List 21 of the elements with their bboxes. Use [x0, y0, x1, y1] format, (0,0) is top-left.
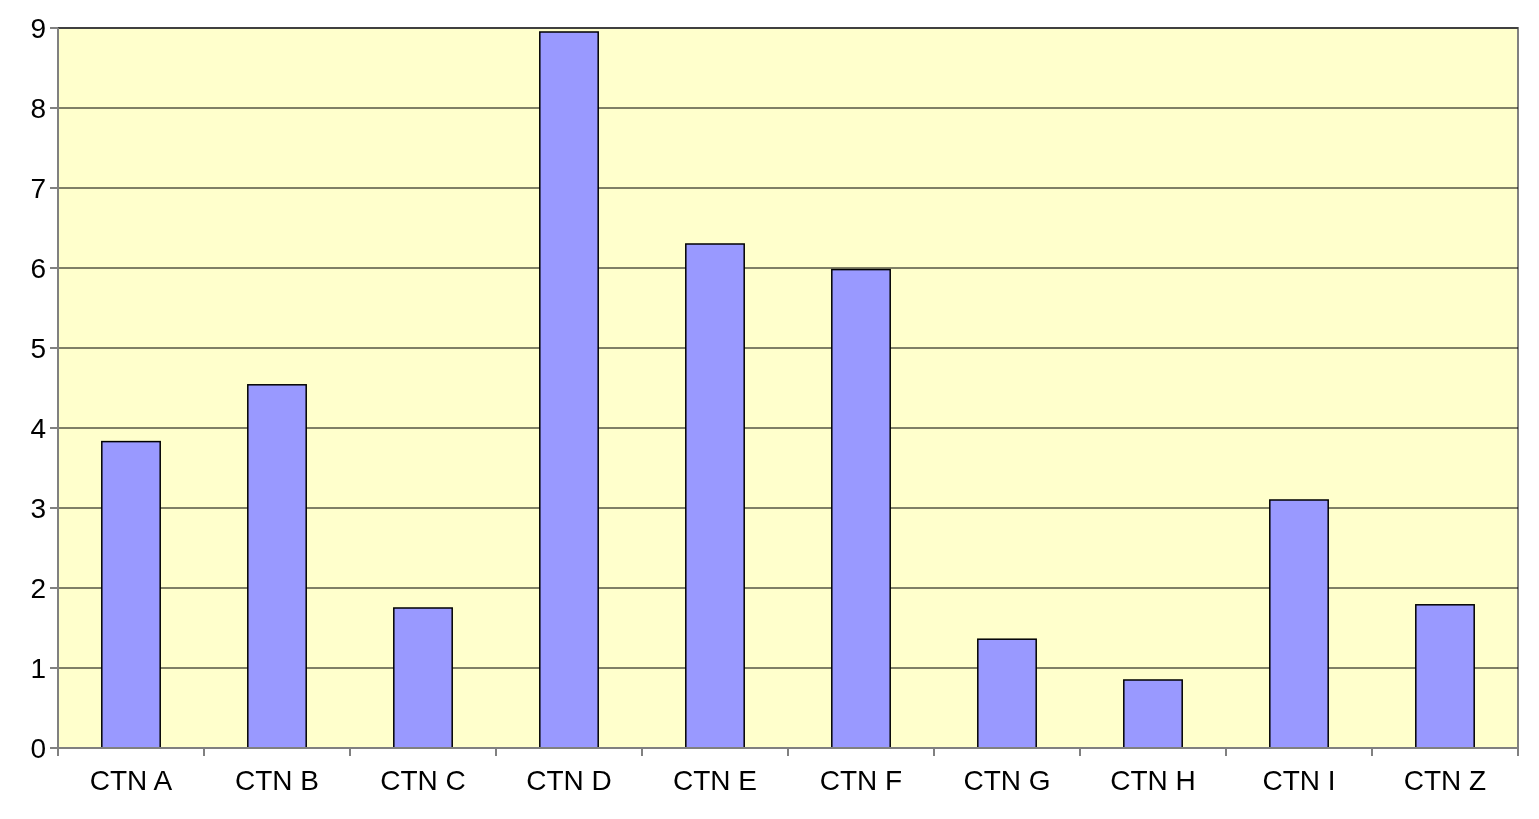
- y-tick-label: 9: [30, 12, 46, 44]
- y-tick-label: 7: [30, 172, 46, 204]
- y-tick-label: 3: [30, 492, 46, 524]
- x-tick-label: CTN B: [235, 765, 319, 796]
- y-tick-label: 1: [30, 652, 46, 684]
- x-tick-label: CTN I: [1262, 765, 1336, 796]
- x-tick-label: CTN Z: [1403, 765, 1487, 796]
- x-tick-label: CTN F: [819, 765, 903, 796]
- x-tick-label: CTN E: [673, 765, 757, 796]
- y-tick-label: 8: [30, 92, 46, 124]
- bar: [1123, 679, 1183, 749]
- y-tick-label: 6: [30, 252, 46, 284]
- y-tick-label: 0: [30, 732, 46, 764]
- x-tick-label: CTN A: [89, 765, 173, 796]
- x-tick-label: CTN C: [380, 765, 466, 796]
- y-tick-label: 5: [30, 332, 46, 364]
- x-tick-label: CTN D: [526, 765, 612, 796]
- x-tick-label: CTN G: [963, 765, 1051, 796]
- y-tick-label: 2: [30, 572, 46, 604]
- y-tick-label: 4: [30, 412, 46, 444]
- x-tick-label: CTN H: [1110, 765, 1196, 796]
